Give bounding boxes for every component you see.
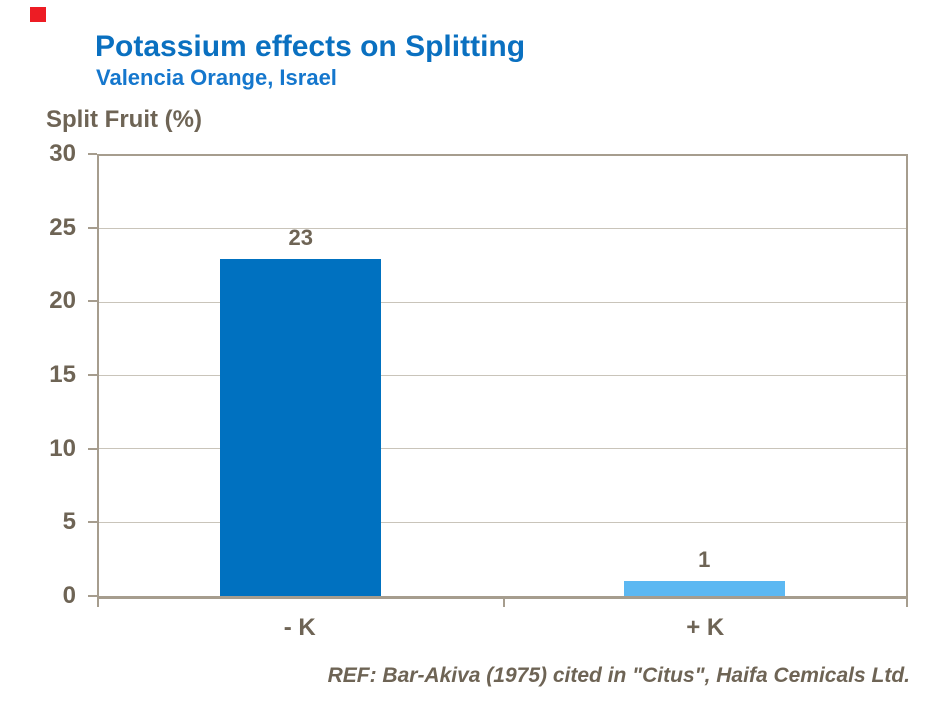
y-tick-mark-0 (88, 595, 97, 597)
bar-value-label-+ K: 1 (698, 547, 711, 573)
x-tick-mark-2 (906, 599, 908, 607)
x-tick-mark-0 (97, 599, 99, 607)
bar-- K (220, 258, 382, 596)
y-tick-mark-20 (88, 300, 97, 303)
reference-text: REF: Bar-Akiva (1975) cited in "Citus", … (327, 664, 910, 687)
y-tick-label-0: 0 (62, 582, 76, 609)
plot-area: 23 1 (97, 154, 908, 599)
chart-subtitle: Valencia Orange, Israel (96, 65, 337, 90)
bar-value-label-- K: 23 (288, 224, 313, 250)
y-tick-label-20: 20 (49, 287, 76, 315)
x-category-label-- K: - K (283, 614, 316, 641)
chart-title: Potassium effects on Splitting (95, 30, 526, 63)
y-tick-label-15: 15 (49, 361, 76, 388)
y-tick-mark-30 (88, 153, 97, 155)
y-tick-label-10: 10 (49, 434, 76, 462)
x-tick-mark-1 (502, 599, 505, 607)
y-tick-mark-5 (88, 521, 97, 524)
y-tick-mark-25 (88, 226, 97, 229)
gridline-25 (99, 228, 906, 230)
red-square-logo (30, 7, 46, 22)
y-tick-mark-10 (88, 447, 97, 450)
gridline-5 (99, 521, 906, 523)
gridline-20 (99, 301, 906, 303)
y-tick-label-30: 30 (49, 140, 76, 167)
y-axis-title: Split Fruit (%) (46, 106, 202, 133)
gridline-10 (99, 448, 906, 450)
bar-+ K (623, 581, 785, 596)
y-tick-mark-15 (88, 374, 97, 376)
y-tick-label-5: 5 (62, 508, 76, 536)
y-tick-label-25: 25 (49, 213, 76, 241)
x-category-label-+ K: + K (686, 614, 725, 641)
gridline-15 (99, 375, 906, 376)
